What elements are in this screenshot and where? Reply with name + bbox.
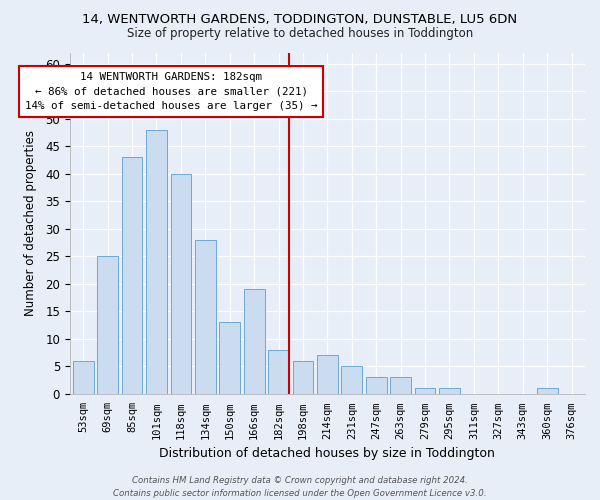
Text: Size of property relative to detached houses in Toddington: Size of property relative to detached ho… xyxy=(127,28,473,40)
Bar xyxy=(537,388,557,394)
Bar xyxy=(293,360,313,394)
Bar xyxy=(97,256,118,394)
Text: Contains HM Land Registry data © Crown copyright and database right 2024.
Contai: Contains HM Land Registry data © Crown c… xyxy=(113,476,487,498)
Bar xyxy=(170,174,191,394)
Bar xyxy=(195,240,215,394)
Text: 14, WENTWORTH GARDENS, TODDINGTON, DUNSTABLE, LU5 6DN: 14, WENTWORTH GARDENS, TODDINGTON, DUNST… xyxy=(82,12,518,26)
X-axis label: Distribution of detached houses by size in Toddington: Distribution of detached houses by size … xyxy=(160,447,496,460)
Bar xyxy=(268,350,289,394)
Y-axis label: Number of detached properties: Number of detached properties xyxy=(24,130,37,316)
Bar xyxy=(73,360,94,394)
Bar xyxy=(317,355,338,394)
Bar xyxy=(146,130,167,394)
Text: 14 WENTWORTH GARDENS: 182sqm
← 86% of detached houses are smaller (221)
14% of s: 14 WENTWORTH GARDENS: 182sqm ← 86% of de… xyxy=(25,72,317,112)
Bar xyxy=(244,289,265,394)
Bar xyxy=(341,366,362,394)
Bar xyxy=(390,377,411,394)
Bar xyxy=(122,157,142,394)
Bar xyxy=(415,388,436,394)
Bar xyxy=(439,388,460,394)
Bar xyxy=(366,377,386,394)
Bar xyxy=(220,322,240,394)
